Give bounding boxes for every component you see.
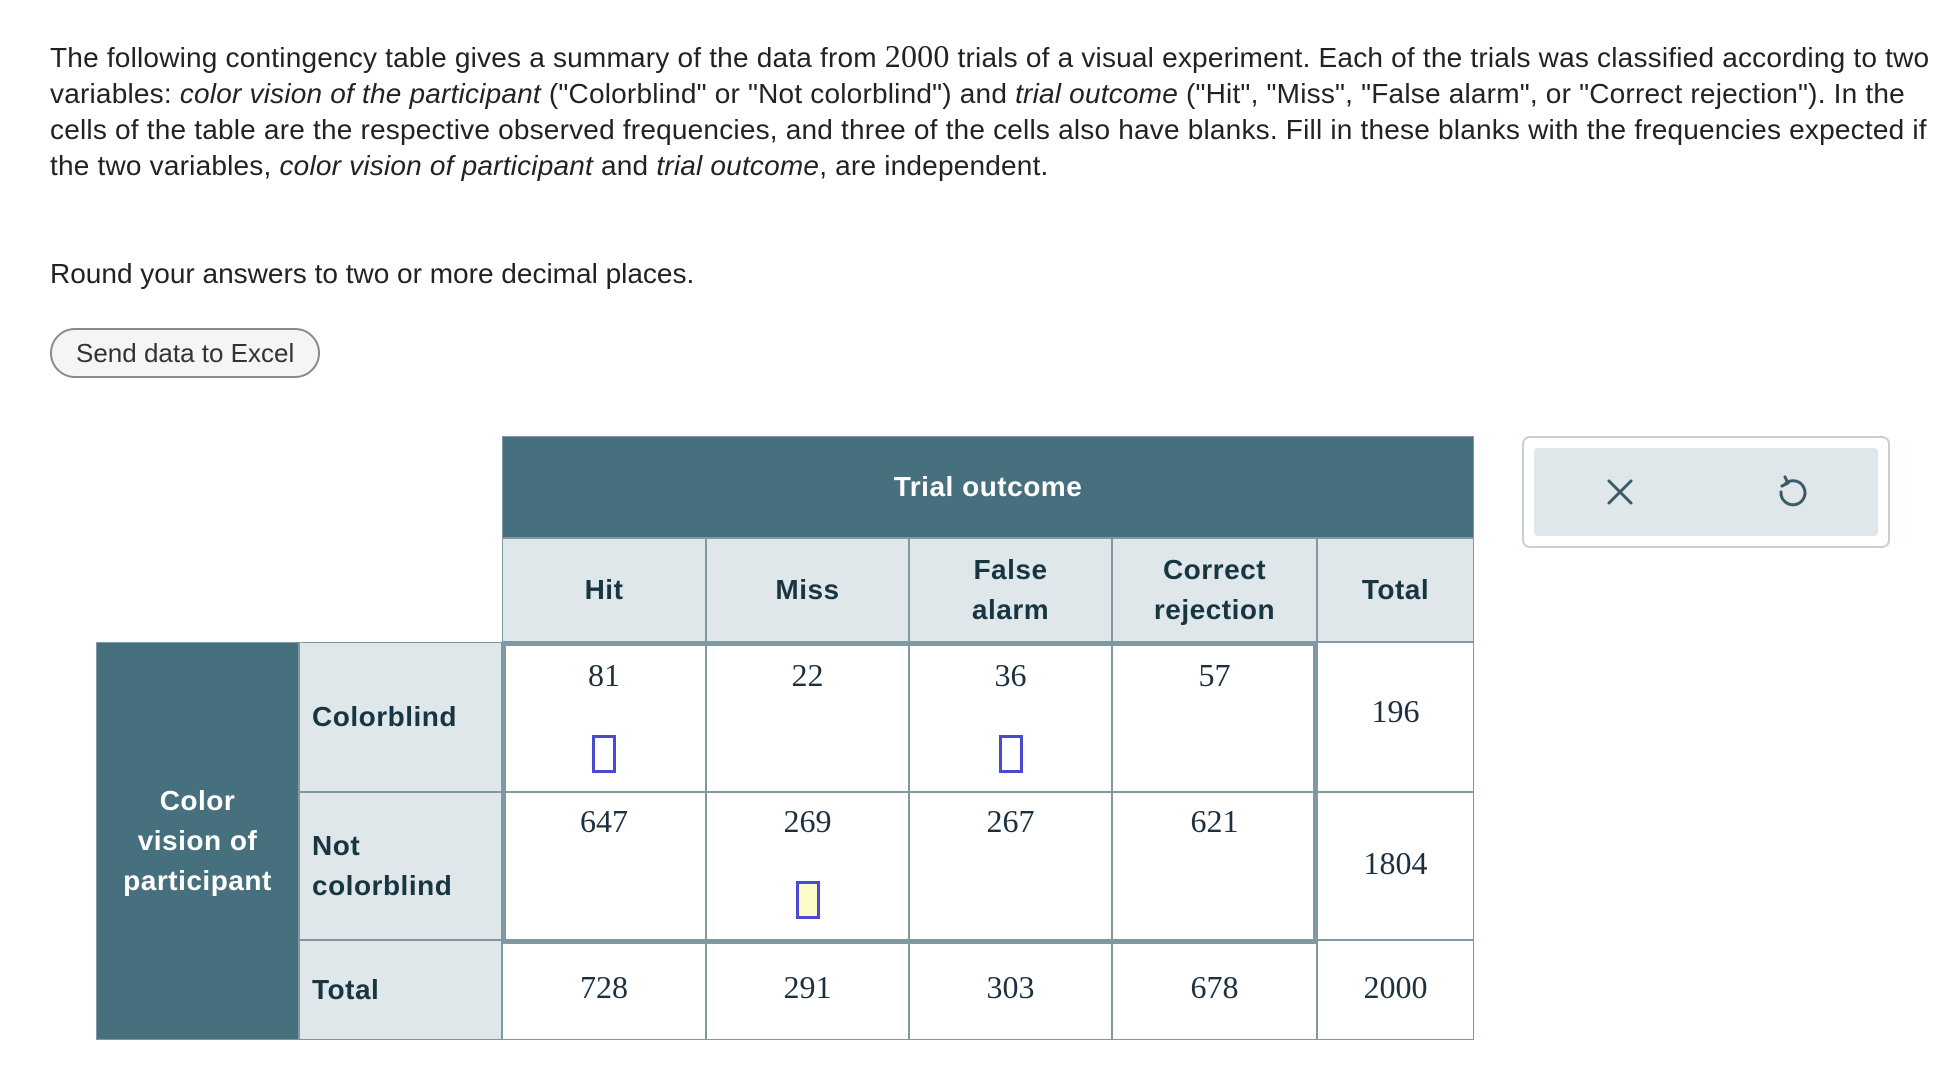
- column-total-value: 291: [783, 969, 832, 1005]
- rounding-instruction: Round your answers to two or more decima…: [50, 258, 695, 289]
- col-header-correct-rejection: Correct rejection: [1112, 538, 1317, 642]
- row-label-total: Total: [299, 940, 502, 1040]
- cell-total-miss: 291: [706, 940, 909, 1040]
- row-group-header-line3: participant: [123, 865, 272, 896]
- cell-not-colorblind-correct-rejection: 621: [1112, 792, 1317, 940]
- observed-value: 647: [580, 803, 628, 839]
- close-icon: [1607, 479, 1633, 505]
- column-total-value: 728: [580, 969, 628, 1005]
- observed-value: 22: [791, 657, 824, 693]
- cell-not-colorblind-miss: 269: [706, 792, 909, 940]
- observed-value: 269: [783, 803, 832, 839]
- send-to-excel-button[interactable]: Send data to Excel: [50, 328, 321, 378]
- question-prompt: The following contingency table gives a …: [50, 38, 1930, 184]
- variable-name: trial outcome: [1015, 78, 1178, 109]
- cell-grand-total: 2000: [1317, 940, 1474, 1040]
- row-label-colorblind: Colorblind: [299, 642, 502, 792]
- cell-colorblind-miss: 22: [706, 642, 909, 792]
- variable-name: trial outcome: [656, 150, 820, 181]
- answer-toolbox: [1522, 436, 1890, 548]
- col-header-false-alarm-line2: alarm: [971, 594, 1050, 625]
- cell-total-false-alarm: 303: [909, 940, 1112, 1040]
- cell-not-colorblind-total: 1804: [1317, 792, 1474, 940]
- blank-input-not-colorblind-miss[interactable]: [795, 881, 820, 919]
- observed-value: 267: [986, 803, 1035, 839]
- prompt-text: and: [593, 150, 657, 181]
- row-group-header-line2: vision of: [137, 825, 258, 856]
- col-header-false-alarm-line1: False: [973, 554, 1048, 585]
- prompt-text: The following contingency table gives a …: [50, 42, 885, 73]
- blank-input-colorblind-false-alarm[interactable]: [998, 735, 1023, 773]
- contingency-table: Trial outcome Hit Miss False alarm Corre…: [96, 436, 1474, 1040]
- cell-total-correct-rejection: 678: [1112, 940, 1317, 1040]
- prompt-text: , are independent.: [819, 150, 1049, 181]
- cell-not-colorblind-hit: 647: [502, 792, 706, 940]
- trials-count: 2000: [884, 38, 950, 74]
- prompt-text: ("Hit", "Miss", "False alarm", or "Corre…: [50, 78, 1927, 181]
- cell-colorblind-hit: 81: [502, 642, 706, 792]
- undo-button[interactable]: [1762, 462, 1822, 522]
- undo-icon: [1779, 475, 1807, 507]
- observed-value: 81: [588, 657, 620, 693]
- variable-name: color vision of participant: [279, 150, 594, 181]
- row-total-value: 1804: [1363, 845, 1428, 881]
- cell-colorblind-false-alarm: 36: [909, 642, 1112, 792]
- prompt-text: trials of a visual experiment. Each of t…: [50, 42, 1930, 109]
- col-header-false-alarm: False alarm: [909, 538, 1112, 642]
- col-group-header: Trial outcome: [502, 436, 1474, 538]
- cell-total-hit: 728: [502, 940, 706, 1040]
- cell-colorblind-correct-rejection: 57: [1112, 642, 1317, 792]
- col-header-miss: Miss: [706, 538, 909, 642]
- column-total-value: 303: [986, 969, 1035, 1005]
- cell-not-colorblind-false-alarm: 267: [909, 792, 1112, 940]
- prompt-text: ("Colorblind" or "Not colorblind") and: [540, 78, 1016, 109]
- toolbox-panel: [1534, 448, 1878, 536]
- col-header-correct-rejection-line2: rejection: [1153, 594, 1276, 625]
- observed-value: 621: [1190, 803, 1239, 839]
- clear-button[interactable]: [1590, 462, 1650, 522]
- observed-value: 57: [1198, 657, 1231, 693]
- col-header-correct-rejection-line1: Correct: [1162, 554, 1267, 585]
- row-label-not-colorblind-line1: Not: [312, 830, 361, 861]
- col-header-hit: Hit: [502, 538, 706, 642]
- grand-total-value: 2000: [1363, 969, 1428, 1005]
- variable-name: color vision of the participant: [179, 78, 541, 109]
- observed-value: 36: [994, 657, 1027, 693]
- row-total-value: 196: [1371, 693, 1420, 729]
- cell-colorblind-total: 196: [1317, 642, 1474, 792]
- row-label-not-colorblind-line2: colorblind: [312, 870, 453, 901]
- row-label-not-colorblind: Not colorblind: [299, 792, 502, 940]
- col-header-total: Total: [1317, 538, 1474, 642]
- blank-input-colorblind-hit[interactable]: [592, 735, 616, 773]
- row-group-header: Color vision of participant: [96, 642, 299, 1040]
- column-total-value: 678: [1190, 969, 1239, 1005]
- row-group-header-line1: Color: [159, 785, 236, 816]
